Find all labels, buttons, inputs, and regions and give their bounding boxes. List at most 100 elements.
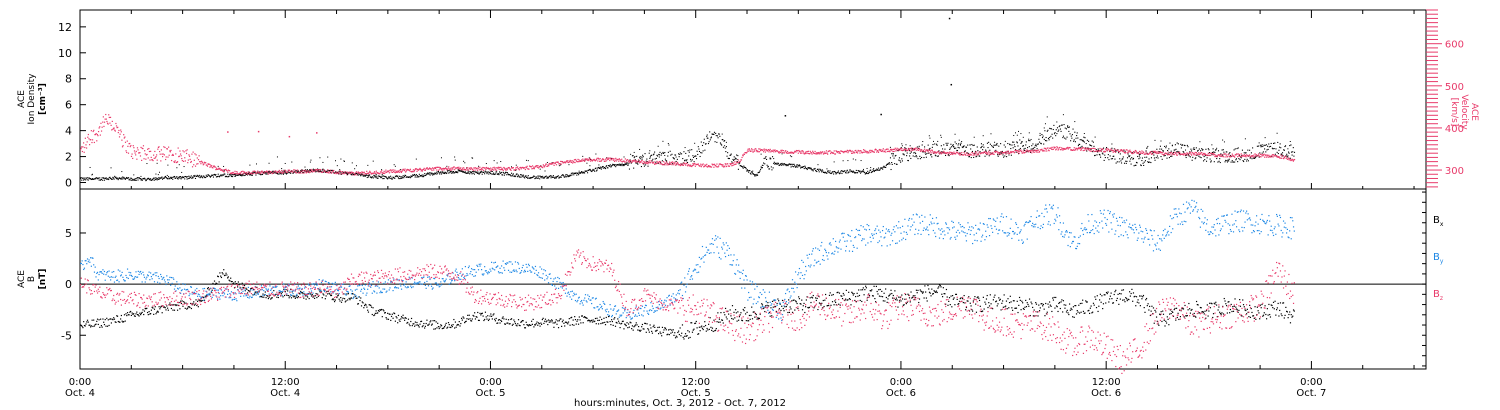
density-point xyxy=(919,155,921,157)
velocity-point xyxy=(1061,147,1063,149)
velocity-point xyxy=(114,129,116,131)
density-point xyxy=(1033,149,1035,151)
velocity-point xyxy=(800,150,802,152)
density-point xyxy=(660,162,662,164)
density-point xyxy=(994,144,996,146)
density-point xyxy=(970,157,972,159)
b-point-bx xyxy=(130,310,132,313)
velocity-point xyxy=(311,171,313,173)
b-point-bx xyxy=(430,320,432,322)
b-point-bx xyxy=(89,324,91,326)
velocity-point xyxy=(641,160,643,162)
velocity-point xyxy=(248,173,251,175)
density-point xyxy=(459,170,461,172)
density-point xyxy=(859,172,862,174)
density-point xyxy=(602,165,604,168)
density-point xyxy=(474,171,476,173)
density-point xyxy=(196,175,198,177)
density-point xyxy=(329,170,331,172)
density-point xyxy=(1013,141,1015,143)
density-point xyxy=(607,167,609,169)
b-point-bx xyxy=(522,320,524,322)
density-point xyxy=(943,144,945,146)
density-point xyxy=(817,168,819,170)
velocity-point xyxy=(493,166,495,168)
velocity-point xyxy=(449,168,451,170)
b-point-bx xyxy=(243,284,246,287)
density-point xyxy=(98,179,100,181)
velocity-point xyxy=(756,150,758,153)
density-point xyxy=(1226,160,1228,162)
b-point-bx xyxy=(171,304,173,306)
density-point xyxy=(1245,152,1247,154)
density-point xyxy=(464,162,466,164)
velocity-point xyxy=(751,149,753,151)
density-point xyxy=(705,143,707,145)
density-point xyxy=(623,156,625,158)
velocity-point xyxy=(332,170,334,172)
velocity-point xyxy=(1161,153,1163,155)
density-point xyxy=(1238,154,1240,156)
density-point xyxy=(943,152,945,154)
velocity-point xyxy=(852,152,854,154)
density-point xyxy=(510,172,513,174)
density-point xyxy=(214,174,216,176)
velocity-point xyxy=(281,169,283,172)
density-point xyxy=(934,154,936,156)
density-point xyxy=(1039,134,1041,136)
velocity-point xyxy=(118,136,121,138)
density-point xyxy=(558,177,560,179)
density-point xyxy=(809,168,811,170)
b-point-bx xyxy=(177,304,179,307)
b-point-bx xyxy=(322,293,324,295)
velocity-point xyxy=(390,171,392,173)
density-point xyxy=(324,171,326,173)
density-point xyxy=(815,170,817,172)
velocity-point xyxy=(593,158,595,161)
b-point-bx xyxy=(397,322,399,324)
density-point xyxy=(117,178,119,180)
density-point xyxy=(821,169,823,171)
b-point-bx xyxy=(151,306,153,308)
b-point-bx xyxy=(208,289,210,291)
density-point xyxy=(830,172,832,174)
density-point xyxy=(1217,161,1219,163)
density-point xyxy=(1067,126,1069,128)
velocity-point xyxy=(1019,150,1021,152)
density-point xyxy=(420,175,422,177)
density-point xyxy=(1154,139,1156,141)
b-point-bx xyxy=(126,314,128,317)
density-point xyxy=(257,172,259,174)
density-point xyxy=(875,169,877,172)
velocity-point xyxy=(532,167,534,170)
velocity-point xyxy=(1238,155,1240,157)
b-point-bx xyxy=(338,298,340,300)
density-point xyxy=(1115,162,1117,164)
density-point xyxy=(667,151,669,153)
density-point xyxy=(187,178,189,180)
density-point xyxy=(1174,149,1176,151)
velocity-point xyxy=(876,151,878,153)
velocity-point xyxy=(1177,151,1180,154)
velocity-point xyxy=(132,157,134,160)
b-point-bx xyxy=(226,277,229,279)
density-point xyxy=(591,170,593,173)
velocity-point xyxy=(944,152,947,155)
velocity-point xyxy=(301,170,303,172)
density-point xyxy=(340,171,342,173)
density-point xyxy=(901,160,903,162)
velocity-point xyxy=(830,152,832,155)
b-point-bx xyxy=(390,315,393,318)
velocity-point xyxy=(779,151,781,154)
velocity-point xyxy=(767,150,769,152)
velocity-point xyxy=(158,146,160,148)
density-point xyxy=(876,168,878,171)
velocity-point xyxy=(318,169,320,171)
density-point xyxy=(139,178,141,180)
velocity-point xyxy=(663,161,665,163)
velocity-point xyxy=(219,167,221,170)
density-point xyxy=(189,176,191,178)
density-point xyxy=(501,174,503,176)
density-point xyxy=(806,167,808,170)
velocity-point xyxy=(706,163,708,165)
